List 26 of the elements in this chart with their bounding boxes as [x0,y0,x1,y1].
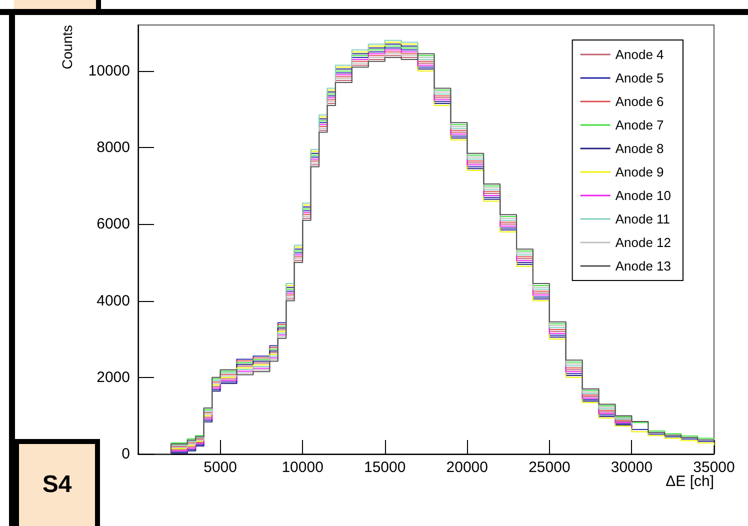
y-tick-label: 0 [122,446,130,462]
x-tick-label: 30000 [610,459,653,476]
legend-label: Anode 11 [615,212,670,226]
legend-label: Anode 6 [615,94,664,109]
x-tick-label: 10000 [282,459,324,476]
y-tick-label: 10000 [88,62,130,80]
legend-label: Anode 4 [615,47,664,62]
y-tick-label: 2000 [96,368,130,386]
x-tick-label: 35000 [693,459,735,476]
legend-label: Anode 10 [615,188,672,203]
y-tick-label: 4000 [96,292,130,310]
text: S4 [14,439,100,526]
legend-label: Anode 9 [615,164,664,180]
legend-label: Anode 5 [615,70,664,86]
legend-label: Anode 7 [615,118,664,132]
y-axis-title: Counts [59,25,75,70]
y-tick-label: 8000 [96,139,130,156]
legend-label: Anode 12 [615,235,672,250]
x-tick-label: 25000 [528,459,570,476]
legend-label: Anode 8 [615,141,664,156]
x-tick-label: 15000 [364,459,406,476]
x-tick-label: 20000 [446,459,488,476]
y-tick-label: 6000 [96,216,130,233]
legend-label: Anode 13 [615,258,672,274]
x-axis-title: ΔE [ch] [666,473,714,490]
x-tick-label: 5000 [204,459,237,476]
